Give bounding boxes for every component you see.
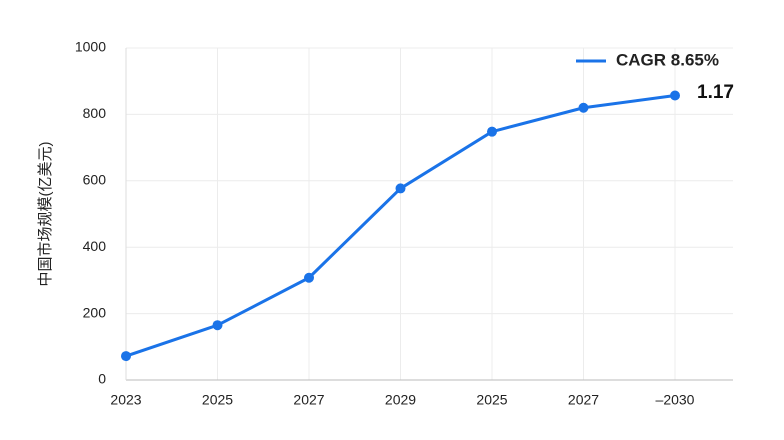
data-point: [578, 102, 589, 113]
x-tick-label: –2030: [656, 392, 695, 408]
y-tick-label: 1000: [75, 39, 106, 55]
y-tick-label: 0: [98, 371, 106, 387]
x-tick-label: 2023: [110, 392, 141, 408]
y-tick-label: 800: [83, 105, 107, 121]
data-point: [670, 90, 680, 101]
x-tick-label: 2025: [476, 392, 507, 408]
y-axis-label: 中国市场规模(亿美元): [37, 142, 54, 287]
data-point: [395, 183, 406, 194]
x-tick-label: 2027: [293, 392, 324, 408]
x-tick-label: 2025: [202, 392, 233, 408]
data-point: [487, 126, 497, 137]
data-point: [121, 351, 131, 362]
data-point: [212, 320, 223, 331]
data-point: [304, 272, 314, 283]
y-tick-label: 200: [83, 304, 107, 320]
annotation: 1.17: [697, 82, 734, 103]
x-tick-label: 2029: [385, 392, 416, 408]
y-tick-label: 400: [83, 238, 107, 254]
x-tick-label: 2027: [568, 392, 599, 408]
legend-label: CAGR 8.65%: [616, 50, 719, 69]
y-tick-label: 600: [83, 172, 107, 188]
